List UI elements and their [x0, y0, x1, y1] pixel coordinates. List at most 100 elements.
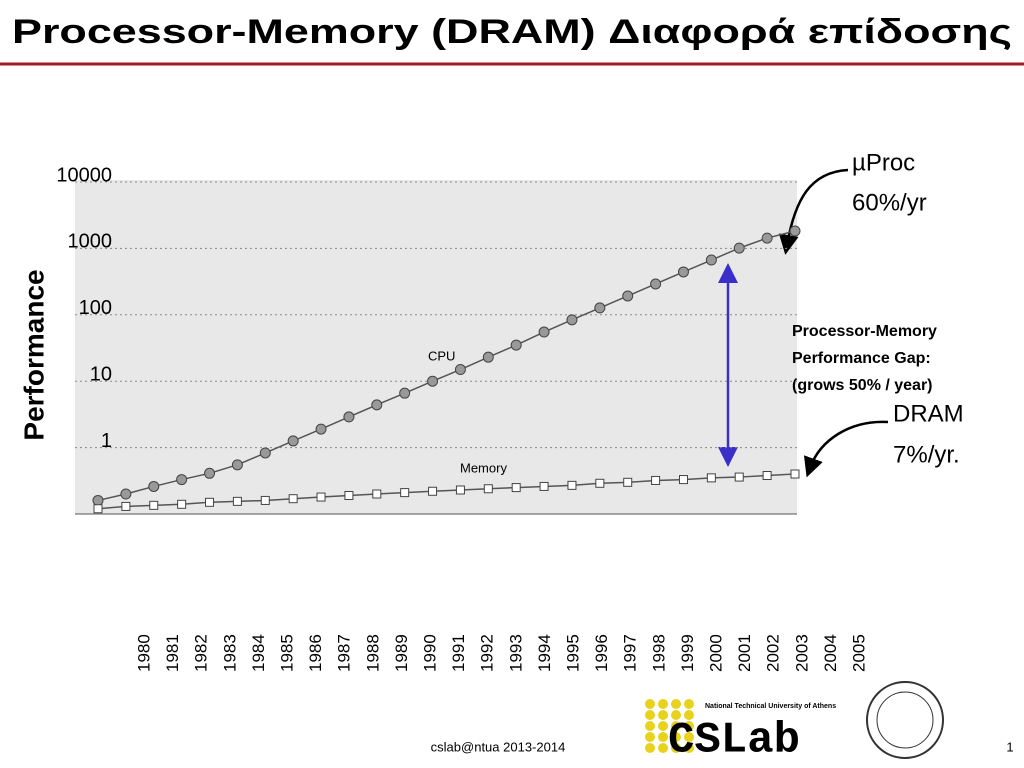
data-point [288, 494, 298, 504]
x-tick-label: 1996 [592, 634, 611, 672]
data-point [400, 488, 410, 498]
y-tick-label: 100 [79, 297, 112, 319]
data-point [734, 472, 744, 482]
data-point [651, 475, 661, 485]
annotation: 7%/yr. [893, 441, 960, 468]
data-point [455, 485, 465, 495]
page-number: 1 [1006, 739, 1013, 754]
logo-dot [671, 699, 681, 709]
x-tick-label: 1995 [563, 634, 582, 672]
data-point [483, 484, 493, 494]
data-point [177, 499, 187, 509]
x-tick-label: 1982 [192, 634, 211, 672]
data-point [790, 469, 800, 479]
plot-area [75, 180, 797, 514]
x-tick-label: 2002 [764, 634, 783, 672]
x-tick-label: 1998 [649, 634, 668, 672]
data-point [428, 486, 438, 496]
annotation: 60%/yr [852, 189, 927, 216]
data-point [205, 497, 215, 507]
logo-dot [684, 699, 694, 709]
title: Processor-Memory (DRAM) Διαφορά επίδοσης [12, 13, 1012, 51]
x-tick-label: 1990 [420, 634, 439, 672]
data-point [232, 496, 242, 506]
data-point [93, 504, 103, 514]
y-tick-label: 1 [101, 430, 112, 452]
data-point [706, 473, 716, 483]
x-tick-label: 1988 [363, 634, 382, 672]
annotation: Processor-Memory [792, 323, 937, 340]
logo-dot [684, 710, 694, 720]
data-point [399, 387, 411, 399]
x-tick-label: 1997 [621, 634, 640, 672]
logo-dot [645, 732, 655, 742]
data-point [259, 447, 271, 459]
y-tick-label: 1000 [68, 231, 113, 253]
data-point [287, 435, 299, 447]
data-point [231, 459, 243, 471]
data-point [148, 480, 160, 492]
data-point [510, 339, 522, 351]
logo-dot [658, 721, 668, 731]
data-point [594, 302, 606, 314]
x-tick-label: 1989 [392, 634, 411, 672]
x-tick-label: 1983 [220, 634, 239, 672]
y-tick-label: 10 [90, 363, 112, 385]
data-point [623, 477, 633, 487]
x-tick-label: 1981 [163, 634, 182, 672]
logo-dot [658, 699, 668, 709]
logo-dot [684, 732, 694, 742]
logo-dot [658, 710, 668, 720]
x-tick-label: 1985 [277, 634, 296, 672]
arrow [803, 420, 889, 478]
y-axis-label: Performance [18, 269, 49, 440]
logo-dots [645, 699, 694, 753]
data-point [566, 314, 578, 326]
x-tick-label: 2005 [849, 634, 868, 672]
x-tick-label: 2000 [706, 634, 725, 672]
x-tick-label: 1993 [506, 634, 525, 672]
annotation: (grows 50% / year) [792, 377, 933, 394]
data-point [761, 232, 773, 244]
data-point [789, 225, 801, 237]
university: National Technical University of Athens [705, 703, 836, 710]
x-tick-label: 1999 [678, 634, 697, 672]
x-tick-label: 2003 [792, 634, 811, 672]
data-point [538, 326, 550, 338]
annotation: DRAM [893, 400, 964, 427]
logo-dot [671, 721, 681, 731]
logo: CSLab [668, 716, 800, 766]
logo-dot [671, 710, 681, 720]
logo-dot [671, 743, 681, 753]
logo-dot [658, 743, 668, 753]
data-point [149, 500, 159, 510]
data-point [733, 242, 745, 254]
data-point [316, 492, 326, 502]
x-tick-label: 1986 [306, 634, 325, 672]
data-point [482, 351, 494, 363]
annotation: Performance Gap: [792, 350, 931, 367]
data-point [539, 481, 549, 491]
data-point [260, 495, 270, 505]
x-tick-label: 1980 [134, 634, 153, 672]
annotation: µProc [852, 149, 915, 176]
x-tick-label: 2004 [821, 634, 840, 672]
data-point [705, 254, 717, 266]
y-tick-label: 10000 [56, 164, 112, 186]
data-point [454, 364, 466, 376]
logo-dot [684, 743, 694, 753]
data-point [371, 399, 383, 411]
series-line [97, 473, 796, 510]
logo-dot [684, 721, 694, 731]
logo-dot [645, 710, 655, 720]
data-point [427, 375, 439, 387]
data-point [511, 483, 521, 493]
data-point [567, 480, 577, 490]
x-tick-label: 2001 [735, 634, 754, 672]
footer: cslab@ntua 2013-2014 [431, 739, 566, 754]
seal [866, 681, 944, 759]
data-point [92, 494, 104, 506]
data-point [622, 290, 634, 302]
x-tick-label: 1992 [478, 634, 497, 672]
data-point [678, 475, 688, 485]
